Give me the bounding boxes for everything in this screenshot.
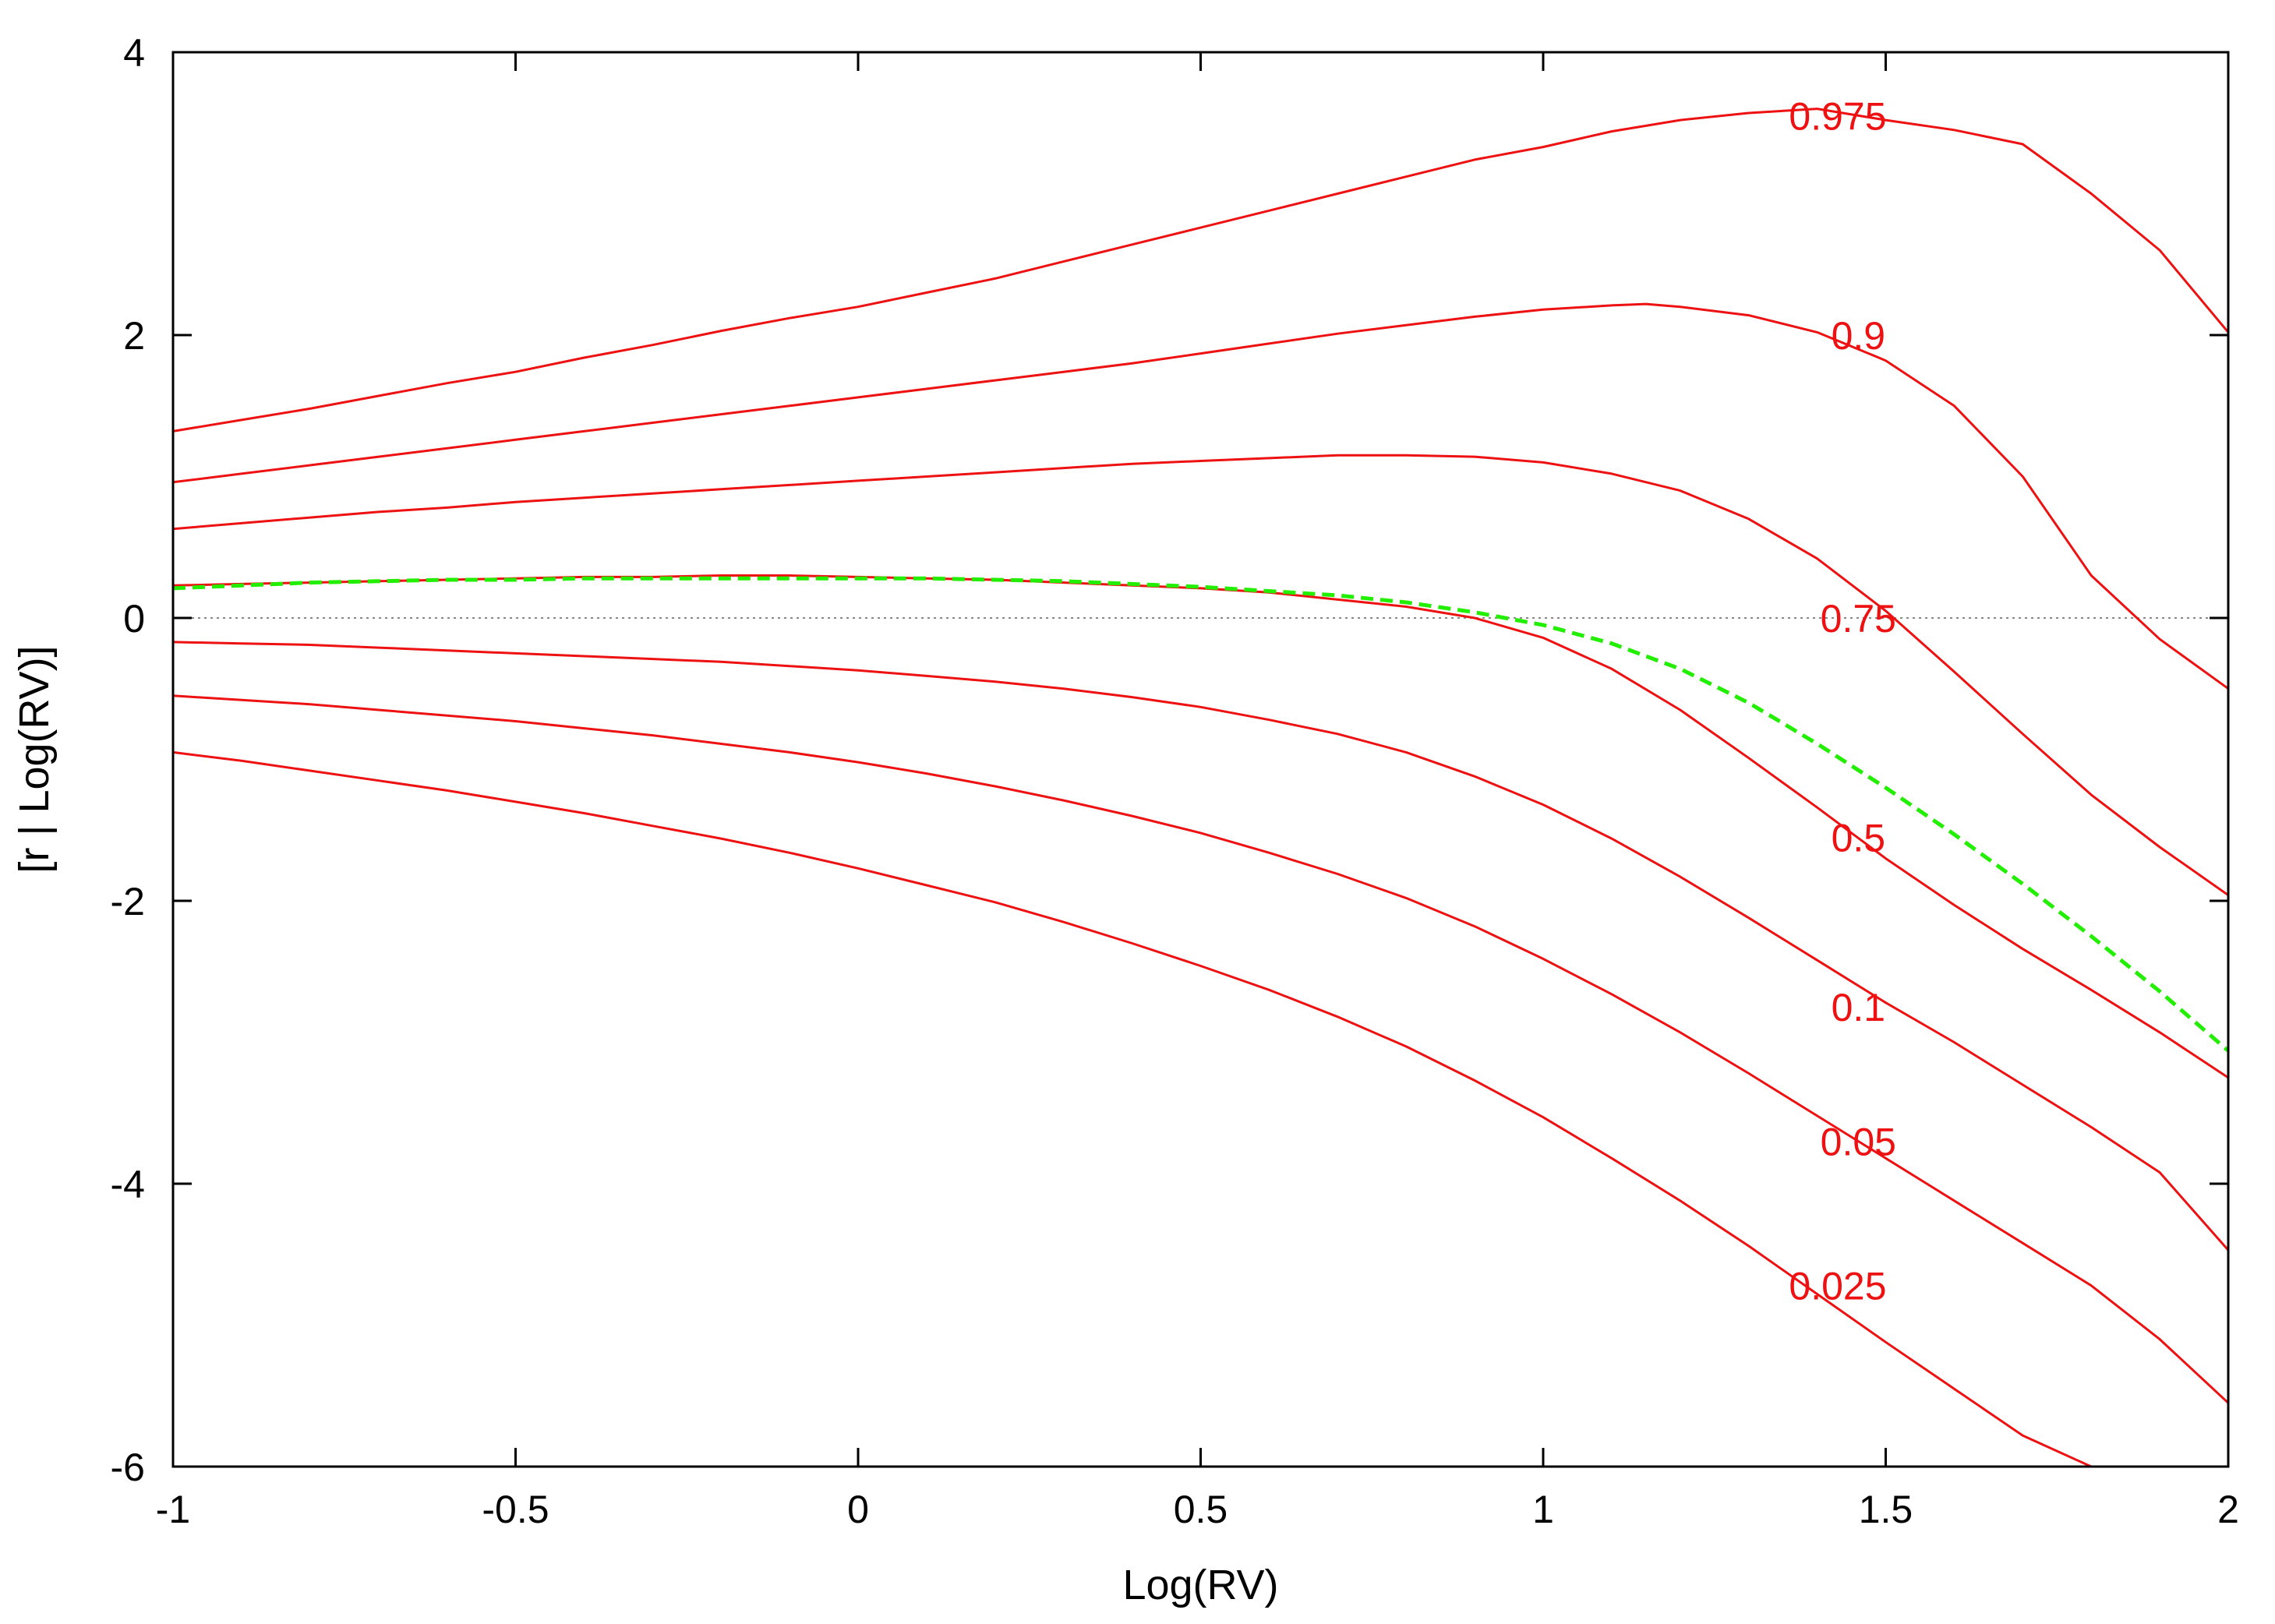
y-axis-label: [r | Log(RV)] xyxy=(11,645,58,873)
y-tick-label: -6 xyxy=(111,1446,145,1489)
x-tick-label: -1 xyxy=(156,1488,190,1531)
quantile-label-0.5: 0.5 xyxy=(1832,816,1886,860)
x-tick-label: 0.5 xyxy=(1174,1488,1228,1531)
y-tick-label: 0 xyxy=(123,597,145,641)
y-tick-label: -4 xyxy=(111,1163,145,1206)
quantile-label-0.75: 0.75 xyxy=(1821,597,1896,641)
quantile-curve-0.1 xyxy=(172,641,2230,1252)
tick-layer: -1 -0.5 0 0.5 1 1.5 2 -6 -4 -2 0 2 4 xyxy=(111,31,2239,1531)
quantile-label-0.9: 0.9 xyxy=(1832,314,1886,358)
x-tick-label: 2 xyxy=(2217,1488,2239,1531)
quantile-curve-0.75 xyxy=(172,454,2229,896)
quantile-curve-0.975 xyxy=(172,108,2230,432)
x-tick-label: 0 xyxy=(847,1488,869,1531)
x-axis-label: Log(RV) xyxy=(1122,1562,1278,1608)
mean-curve-line xyxy=(172,576,2230,1053)
y-tick-label: 4 xyxy=(123,31,145,75)
y-tick-label: 2 xyxy=(123,314,145,358)
quantile-label-0.1: 0.1 xyxy=(1832,986,1886,1029)
quantile-curve-0.9 xyxy=(172,302,2229,690)
y-tick-label: -2 xyxy=(111,880,145,923)
x-tick-label: 1.5 xyxy=(1859,1488,1913,1531)
quantile-label-0.025: 0.025 xyxy=(1789,1265,1886,1308)
x-tick-label: 1 xyxy=(1532,1488,1554,1531)
series-layer xyxy=(172,108,2230,1468)
quantile-curve-0.025 xyxy=(172,750,2119,1468)
x-tick-label: -0.5 xyxy=(482,1488,549,1531)
quantile-label-0.975: 0.975 xyxy=(1789,95,1886,139)
series-label-layer: 0.975 0.9 0.75 0.5 0.1 0.05 0.025 xyxy=(1789,95,1896,1308)
quantile-curve-0.05 xyxy=(172,694,2230,1404)
quantile-label-0.05: 0.05 xyxy=(1821,1121,1896,1164)
